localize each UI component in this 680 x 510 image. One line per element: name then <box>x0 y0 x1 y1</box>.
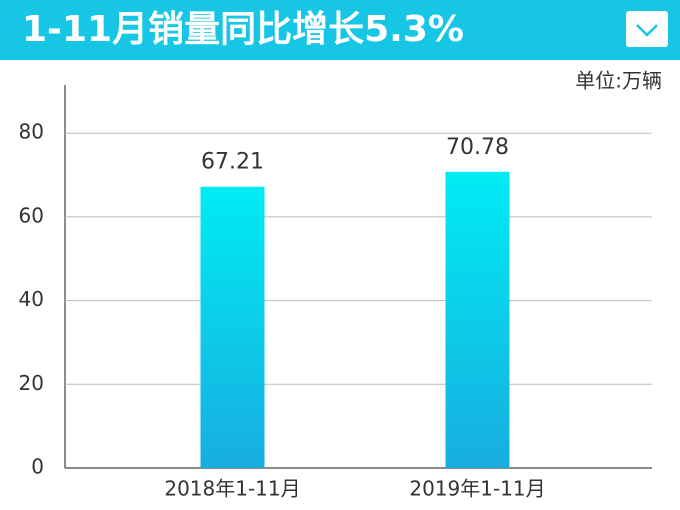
y-tick-label: 20 <box>19 371 44 395</box>
value-label: 70.78 <box>446 135 509 160</box>
y-tick-label: 60 <box>19 203 44 227</box>
dropdown-button[interactable] <box>626 11 668 47</box>
chevron-icon <box>636 24 658 37</box>
bar <box>445 171 510 468</box>
unit-label: 单位:万辆 <box>575 69 662 93</box>
x-tick-label: 2019年1-11月 <box>409 477 545 501</box>
y-tick-label: 40 <box>19 287 44 311</box>
x-tick-label: 2018年1-11月 <box>164 477 300 501</box>
chart-title: 1-11月销量同比增长5.3% <box>22 9 464 50</box>
y-tick-label: 80 <box>19 120 44 144</box>
y-tick-label: 0 <box>31 455 44 479</box>
value-label: 67.21 <box>201 150 264 175</box>
bar <box>200 186 265 468</box>
title-bar <box>0 0 680 60</box>
